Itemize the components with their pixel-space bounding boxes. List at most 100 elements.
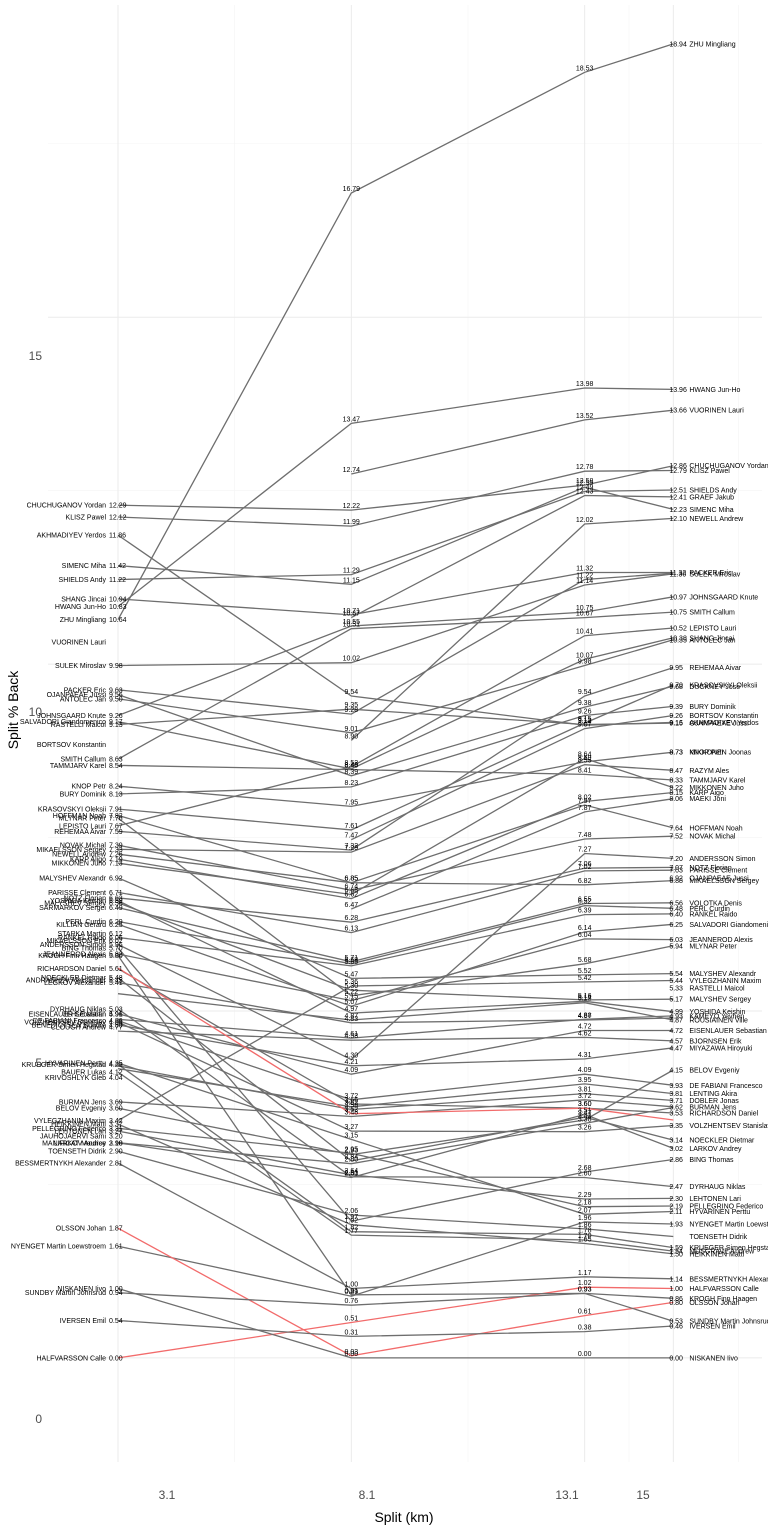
start-value-label: 7.82 [109,813,123,820]
end-name-label: PERL Curdin [689,906,730,913]
end-value-label: 13.96 [669,387,687,394]
value-label: 5.12 [578,996,592,1003]
start-name-label: TOENSETH Didrik [48,1149,106,1156]
value-label: 3.27 [345,1124,359,1131]
end-value-label: 9.26 [669,713,683,720]
start-name-label: NOTZ Florian [64,895,107,902]
series-line [117,1099,674,1118]
value-label: 12.55 [576,480,594,487]
end-name-label: SHIELDS Andy [689,487,737,494]
end-value-label: 3.02 [669,1146,683,1153]
value-label: 0.51 [345,1316,359,1323]
end-name-label: BING Thomas [689,1157,734,1164]
end-value-label: 0.46 [669,1324,683,1331]
value-label: 4.87 [345,1013,359,1020]
series-line [117,684,674,831]
end-name-label: DYRHAUG Niklas [689,1184,746,1191]
series-line [117,804,674,884]
value-label: 6.55 [578,896,592,903]
start-value-label: 4.25 [109,1061,123,1068]
end-value-label: 4.15 [669,1067,683,1074]
series-line [117,1062,674,1215]
series-line [117,979,674,1122]
value-label: 1.65 [578,1236,592,1243]
value-label: 5.36 [345,979,359,986]
value-label: 10.41 [576,629,594,636]
series-line [117,877,674,980]
end-value-label: 2.11 [669,1209,682,1216]
start-name-label: MIKAELSSON Sergey [36,847,106,854]
value-label: 8.90 [345,733,359,740]
start-value-label: 2.98 [109,1140,123,1147]
series-line [117,705,674,795]
value-label: 12.74 [343,467,361,474]
value-label: 6.39 [578,908,592,915]
start-name-label: YOSHIDA Keishin [50,898,106,905]
start-value-label: 10.64 [109,617,127,624]
value-label: 0.31 [345,1329,359,1336]
value-label: 2.80 [345,1157,359,1164]
value-label: 3.66 [345,1097,359,1104]
end-name-label: BURY Dominik [689,704,736,711]
end-name-label: OLSSON Johan [689,1300,739,1307]
end-name-label: NYENGET Martin Loewstroem [689,1222,768,1229]
series-line [117,685,674,777]
start-name-label: SHIELDS Andy [59,577,107,584]
start-value-label: 9.26 [109,713,123,720]
end-value-label: 9.15 [669,721,683,728]
start-name-label: SARMARKOV Sergei [39,905,106,912]
series-line [117,764,674,781]
value-label: 1.82 [345,1225,359,1232]
end-value-label: 2.30 [669,1196,683,1203]
series-line [117,465,674,511]
start-value-label: 12.12 [109,515,127,522]
end-name-label: LENTING Akira [689,1091,737,1098]
series-line [117,1221,674,1297]
value-label: 8.48 [345,763,359,770]
value-label: 6.74 [345,883,359,890]
start-value-label: 9.98 [109,663,123,670]
start-name-label: PARISSE Clement [48,890,106,897]
series-line [350,494,674,619]
end-name-label: NOTZ Florian [689,865,732,872]
value-label: 10.51 [343,622,361,629]
end-value-label: 2.86 [669,1157,683,1164]
start-value-label: 4.96 [109,1011,123,1018]
value-label: 10.07 [576,652,594,659]
value-label: 9.54 [578,689,592,696]
start-value-label: 6.71 [109,890,123,897]
end-name-label: TAMMJARV Karel [689,777,746,784]
start-name-label: MALYSHEV Alexandr [39,875,106,882]
value-label: 2.84 [345,1154,359,1161]
value-label: 1.00 [345,1282,359,1289]
start-value-label: 3.42 [109,1118,123,1125]
start-name-label: ZHU Mingliang [60,617,106,624]
value-label: 16.79 [343,186,361,193]
start-value-label: 6.29 [109,919,123,926]
start-value-label: 7.67 [109,823,123,830]
start-value-label: 3.10 [109,1140,123,1147]
end-value-label: 3.14 [669,1138,683,1145]
end-name-label: SALVADORI Giandomenico [689,922,768,929]
value-label: 7.97 [578,798,592,805]
value-label: 3.52 [345,1107,359,1114]
value-label: 12.02 [576,517,594,524]
start-value-label: 6.63 [109,895,123,902]
start-name-label: SMITH Callum [60,757,106,764]
value-label: 2.60 [578,1171,592,1178]
series-line [117,1015,674,1039]
series-line [117,1063,674,1249]
end-name-label: NEWELL Andrew [689,516,744,523]
start-value-label: 10.94 [109,596,127,603]
series-line [117,1065,674,1111]
end-name-label: JEANNEROD Alexis [689,937,753,944]
end-name-label: HEIKKINEN Matti [689,1251,744,1258]
start-value-label: 6.59 [109,898,123,905]
series-line [117,611,674,760]
start-value-label: 7.33 [109,847,123,854]
series-line [117,1021,674,1133]
value-label: 5.22 [345,989,359,996]
start-name-label: BESSMERTNYKH Alexander [15,1160,107,1167]
end-value-label: 4.93 [669,1013,683,1020]
series-line [117,835,674,891]
